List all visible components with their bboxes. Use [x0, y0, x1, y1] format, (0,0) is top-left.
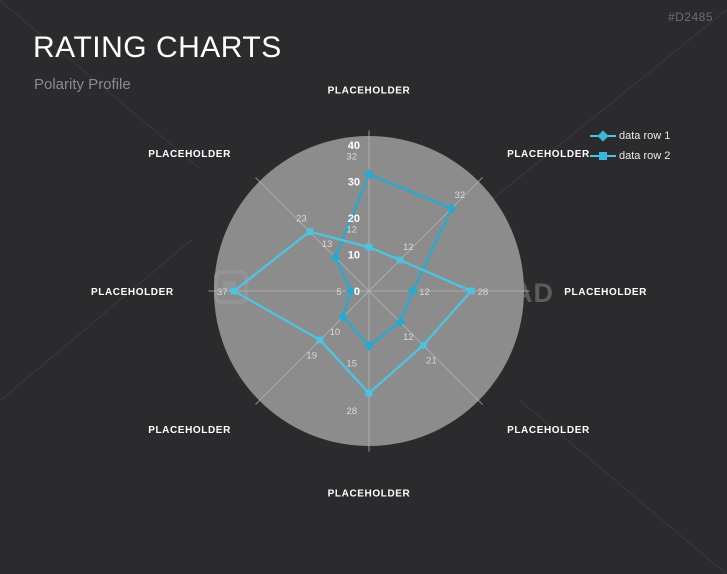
series-point-marker: [363, 340, 375, 351]
series-point-marker: [316, 336, 324, 344]
legend-label: data row 1: [619, 130, 671, 142]
category-label: PLACEHOLDER: [328, 488, 411, 499]
series-point-marker: [306, 228, 314, 236]
category-label: PLACEHOLDER: [91, 287, 174, 298]
legend-marker-diamond-icon: [590, 130, 616, 142]
watermark: PRESENTATIONLOAD: [214, 270, 554, 308]
series-point-marker: [363, 169, 375, 180]
chart-legend: data row 1 data row 2: [590, 126, 670, 166]
series-point-marker: [419, 341, 427, 349]
svg-text:PRESENTATIONLOAD: PRESENTATIONLOAD: [254, 278, 554, 308]
value-label: 12: [403, 332, 414, 343]
page-subtitle: Polarity Profile: [34, 76, 131, 93]
series-point-marker: [345, 285, 356, 297]
series-point-marker: [365, 243, 373, 251]
radar-chart: PRESENTATIONLOAD PLACEHOLDERPLACEHOLDERP…: [91, 86, 647, 500]
series-point-marker: [230, 287, 238, 295]
value-label: 32: [455, 190, 466, 201]
radial-tick-label: 40: [348, 140, 360, 152]
radar-category-labels: PLACEHOLDER PLACEHOLDER PLACEHOLDER PLACEHO…: [91, 86, 647, 500]
legend-label: data row 2: [619, 150, 671, 162]
series-point-marker: [365, 389, 373, 397]
value-label: 37: [217, 287, 228, 298]
legend-item-data-row-1[interactable]: data row 1: [590, 126, 670, 146]
value-label: 5: [336, 287, 341, 298]
value-label: 15: [346, 358, 357, 369]
value-label: 32: [346, 152, 357, 163]
legend-marker-square-icon: [590, 150, 616, 162]
radar-series: [230, 169, 475, 397]
legend-item-data-row-2[interactable]: data row 2: [590, 146, 670, 166]
radial-tick-label: 0: [354, 286, 360, 298]
radar-radial-ticks: 0 10 20 30 40: [348, 140, 360, 298]
category-label: PLACEHOLDER: [507, 149, 590, 160]
category-label: PLACEHOLDER: [148, 425, 231, 436]
slide-code: #D2485: [667, 10, 713, 24]
series-point-marker: [396, 256, 404, 264]
series-point-marker: [394, 316, 406, 328]
value-label: 12: [346, 225, 357, 236]
value-label: 19: [306, 350, 317, 361]
value-label: 23: [296, 213, 307, 224]
series-point-marker: [467, 287, 475, 295]
value-label: 21: [426, 355, 437, 366]
series-point-marker: [407, 285, 418, 297]
page-title: RATING CHARTS: [33, 31, 282, 64]
value-label: 12: [419, 287, 430, 298]
series-point-marker: [338, 311, 349, 322]
value-label: 12: [403, 242, 414, 253]
radial-tick-label: 30: [348, 177, 360, 189]
radar-value-labels: 32 32 12 12 15 10 5 13 12 12 28 21 28 19 37 23: [217, 152, 488, 417]
value-label: 28: [478, 287, 489, 298]
value-label: 10: [330, 327, 341, 338]
radial-tick-label: 10: [348, 250, 360, 262]
value-label: 13: [322, 239, 333, 250]
value-label: 28: [346, 406, 357, 417]
radial-tick-label: 20: [348, 213, 360, 225]
category-label: PLACEHOLDER: [507, 425, 590, 436]
category-label: PLACEHOLDER: [148, 149, 231, 160]
category-label: PLACEHOLDER: [328, 86, 411, 97]
category-label: PLACEHOLDER: [564, 287, 647, 298]
